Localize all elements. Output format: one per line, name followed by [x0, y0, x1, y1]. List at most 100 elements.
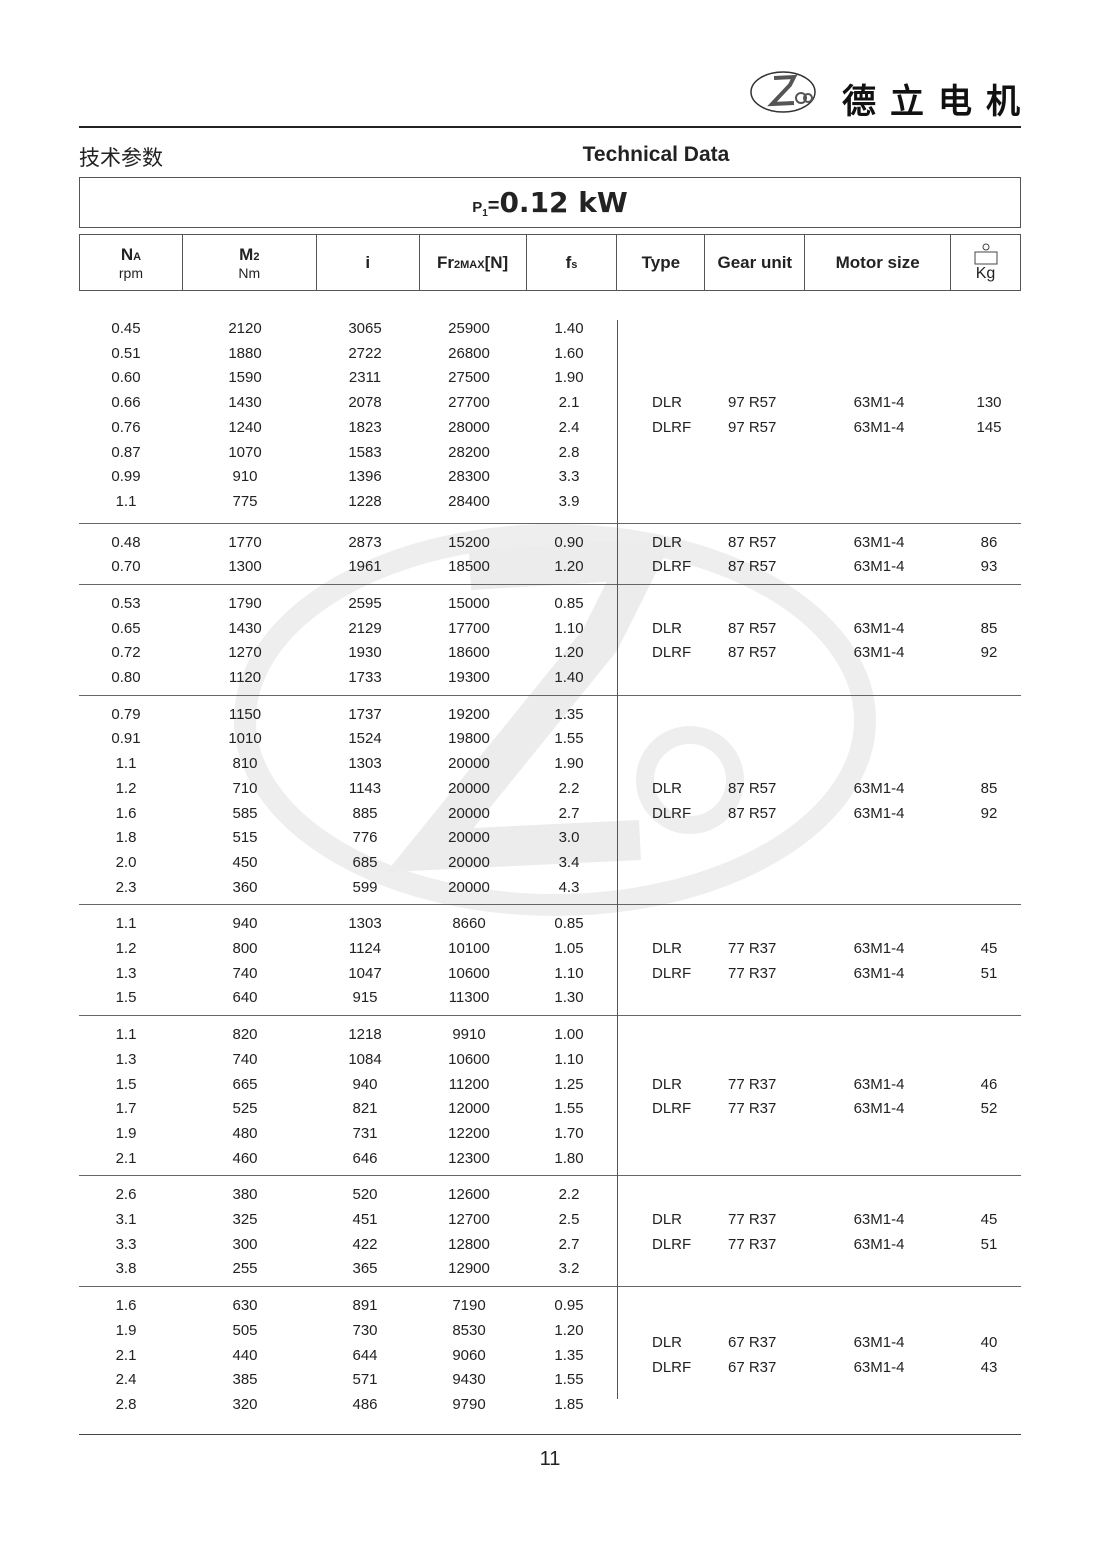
- cell: 1150: [228, 705, 262, 723]
- row-group: 0.53 1790 2595 15000 0.85 0.65 1430 2129 17700 1.…: [79, 585, 1021, 696]
- table-row: 1.7 525 821 12000 1.55: [79, 1096, 619, 1121]
- type-cell: DLR: [652, 1334, 683, 1352]
- power-rating: P1=0.12 kW: [79, 177, 1021, 228]
- cell: 775: [232, 492, 258, 510]
- cell: 1.1: [115, 1026, 137, 1044]
- cell: 3.1: [115, 1211, 137, 1229]
- cell: 2.1: [115, 1346, 137, 1364]
- weight-cell: 85: [980, 779, 998, 797]
- gear-unit-cell: 77 R37: [728, 1211, 777, 1229]
- weight-cell: 86: [980, 533, 998, 551]
- page-number: 11: [539, 1448, 561, 1470]
- table-row: 0.76 1240 1823 28000 2.4: [79, 415, 619, 440]
- table-header: NA rpm M2 Nm i Fr2MAX[N] fs Type Gear unit…: [79, 234, 1021, 291]
- cell: 28400: [448, 492, 490, 510]
- table-row: 0.48 1770 2873 15200 0.90: [79, 530, 619, 555]
- cell: 1.8: [115, 829, 137, 847]
- cell: 1.3: [115, 1050, 137, 1068]
- cell: 1583: [348, 443, 382, 461]
- cell: 19800: [448, 730, 490, 748]
- cell: 2311: [348, 369, 382, 387]
- gear-unit-cell: 77 R37: [728, 1235, 777, 1253]
- cell: 1790: [228, 595, 262, 612]
- cell: 1.6: [115, 1297, 137, 1315]
- cell: 28000: [448, 418, 490, 436]
- table-row: 0.60 1590 2311 27500 1.90: [79, 365, 619, 390]
- cell: 422: [352, 1235, 378, 1253]
- weight-cell: 51: [980, 1235, 998, 1253]
- cell: 1.20: [554, 644, 584, 662]
- model-row: DLRF 87 R57 63M1-4 93: [79, 554, 1021, 579]
- cell: 1.9: [115, 1124, 137, 1142]
- power-eq: =: [487, 195, 500, 217]
- motor-size-cell: 63M1-4: [853, 619, 905, 637]
- cell: 2129: [348, 619, 382, 637]
- cell: 1.05: [554, 940, 584, 958]
- model-row: DLRF 67 R37 63M1-4 43: [79, 1355, 1021, 1380]
- cell: 2.2: [558, 779, 580, 797]
- cell: 1.55: [554, 1371, 584, 1389]
- type-cell: DLR: [652, 779, 683, 797]
- cell: 1.1: [115, 755, 137, 773]
- table-row: 0.91 1010 1524 19800 1.55: [79, 726, 619, 751]
- cell: 3.3: [115, 1235, 137, 1253]
- cell: 2.7: [558, 804, 580, 822]
- cell: 1120: [228, 669, 262, 687]
- gear-unit-cell: 87 R57: [728, 644, 777, 662]
- cell: 1218: [348, 1026, 382, 1044]
- cell: 0.53: [111, 595, 141, 612]
- cell: 1047: [348, 964, 382, 982]
- cell: 0.85: [554, 915, 584, 933]
- cell: 2078: [348, 394, 382, 412]
- weight-cell: 92: [980, 644, 998, 662]
- cell: 28300: [448, 468, 490, 486]
- model-row: DLR 77 R37 63M1-4 45: [79, 936, 1021, 961]
- cell: 0.87: [111, 443, 141, 461]
- gear-unit-cell: 77 R37: [728, 940, 777, 958]
- cell: 0.76: [111, 418, 141, 436]
- row-group: 0.45 2120 3065 25900 1.40 0.51 1880 2722 26800 1.…: [79, 290, 1021, 524]
- table-row: 2.0 450 685 20000 3.4: [79, 850, 619, 875]
- cell: 2.8: [115, 1395, 137, 1413]
- table-row: 1.9 505 730 8530 1.20: [79, 1318, 619, 1343]
- model-row: DLR 87 R57 63M1-4 85: [79, 616, 1021, 641]
- cell: 19300: [448, 669, 490, 687]
- table-row: 1.1 810 1303 20000 1.90: [79, 751, 619, 776]
- table-row: 1.3 740 1084 10600 1.10: [79, 1047, 619, 1072]
- cell: 1300: [228, 558, 262, 576]
- column-divider: [617, 320, 618, 1399]
- model-row: DLRF 97 R57 63M1-4 145: [79, 415, 1021, 440]
- cell: 1.9: [115, 1321, 137, 1339]
- gear-unit-cell: 77 R37: [728, 1075, 777, 1093]
- cell: 2.6: [115, 1186, 137, 1204]
- motor-size-cell: 63M1-4: [853, 1075, 905, 1093]
- cell: 2.0: [115, 853, 137, 871]
- cell: 1.3: [115, 964, 137, 982]
- table-row: 0.45 2120 3065 25900 1.40: [79, 316, 619, 341]
- brand-name: 德立电机: [842, 82, 1034, 122]
- cell: 1.00: [554, 1026, 584, 1044]
- cell: 1.10: [554, 964, 584, 982]
- table-row: 1.3 740 1047 10600 1.10: [79, 961, 619, 986]
- type-cell: DLR: [652, 394, 683, 412]
- table-row: 0.65 1430 2129 17700 1.10: [79, 616, 619, 641]
- cell: 0.90: [554, 533, 584, 551]
- cell: 3.0: [558, 829, 580, 847]
- cell: 12800: [448, 1235, 490, 1253]
- table-row: 2.8 320 486 9790 1.85: [79, 1392, 619, 1417]
- type-cell: DLRF: [652, 964, 692, 982]
- cell: 1.6: [115, 804, 137, 822]
- cell: 0.60: [111, 369, 141, 387]
- col-motor-size: Motor size: [805, 235, 952, 290]
- cell: 1430: [228, 394, 262, 412]
- cell: 630: [232, 1297, 258, 1315]
- cell: 18600: [448, 644, 490, 662]
- table-row: 0.80 1120 1733 19300 1.40: [79, 665, 619, 690]
- cell: 20000: [448, 878, 490, 896]
- cell: 940: [232, 915, 258, 933]
- cell: 2.8: [558, 443, 580, 461]
- table-row: 1.1 820 1218 9910 1.00: [79, 1022, 619, 1047]
- cell: 3.3: [558, 468, 580, 486]
- model-row: DLRF 77 R37 63M1-4 51: [79, 1232, 1021, 1257]
- cell: 25900: [448, 320, 490, 337]
